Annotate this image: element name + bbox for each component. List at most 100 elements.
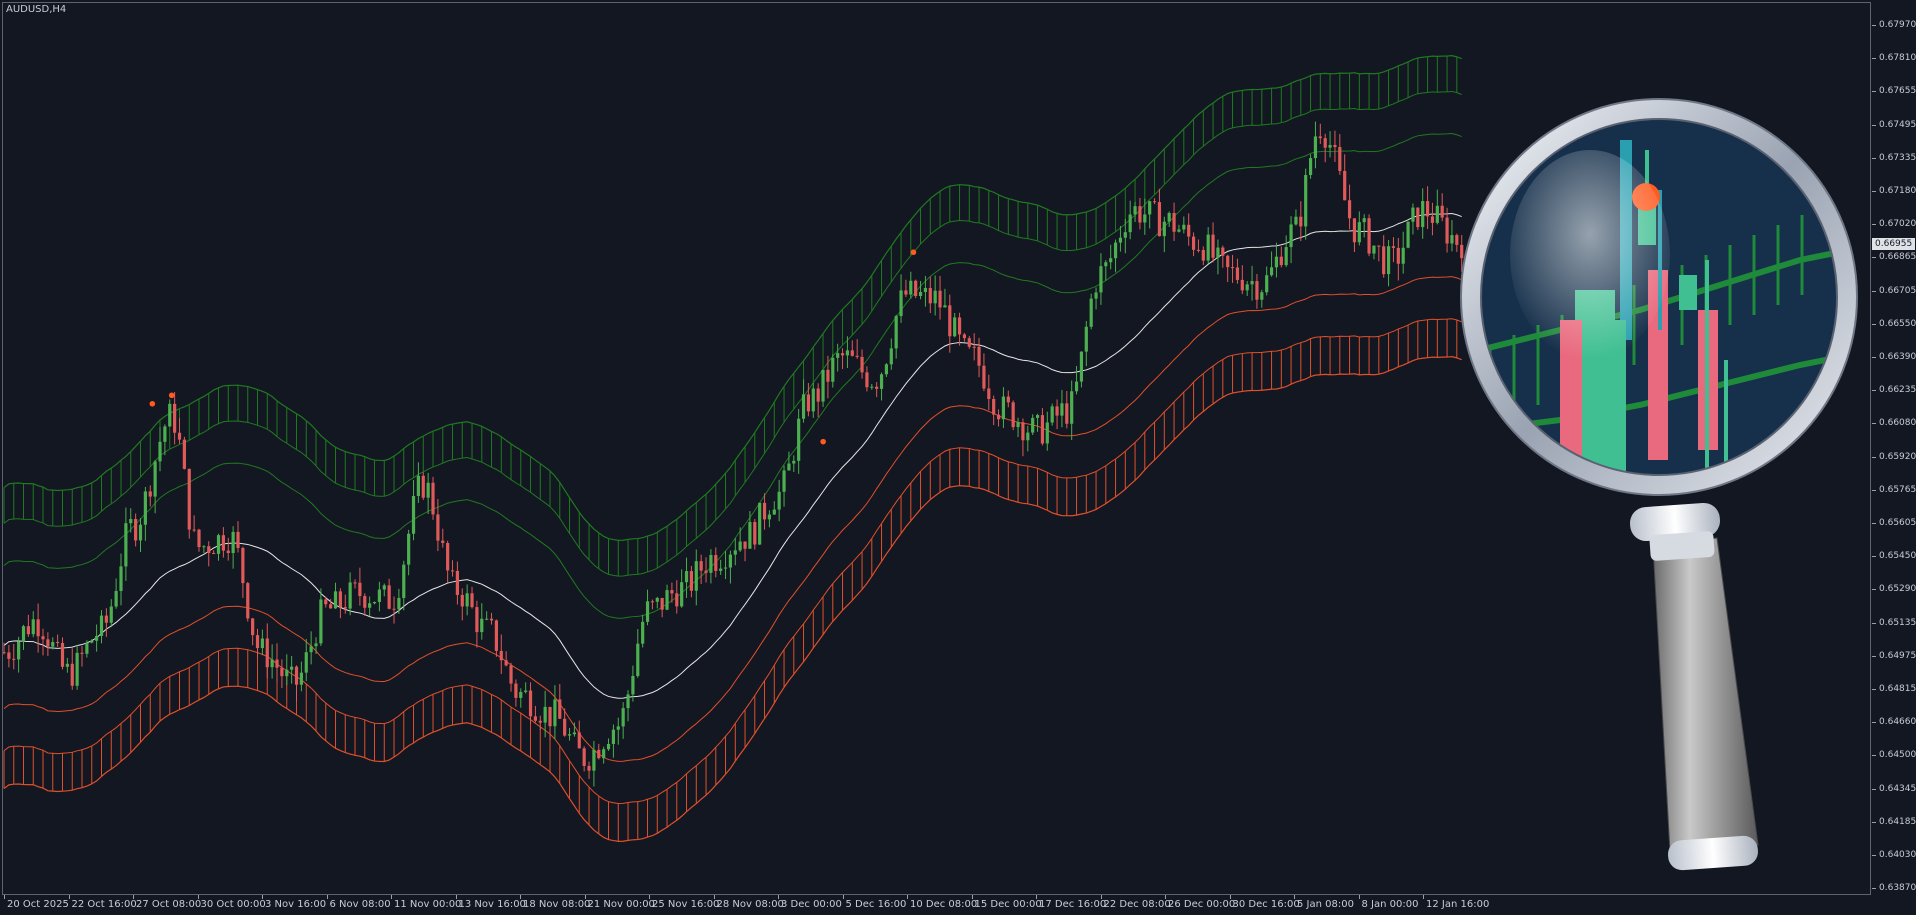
bull-candle: [270, 659, 274, 668]
bull-candle: [333, 591, 338, 609]
bull-candle: [1060, 403, 1064, 416]
bear-candle: [134, 518, 138, 541]
bull-candle: [631, 675, 635, 695]
bear-candle: [1333, 144, 1337, 148]
bull-candle: [1118, 237, 1123, 243]
bull-candle: [636, 643, 640, 676]
bull-candle: [626, 694, 630, 709]
upper-band-outer-edge: [3, 55, 1462, 541]
bear-candle: [1338, 147, 1342, 171]
bull-candle: [1128, 214, 1132, 233]
price-axis-tick: 0.66550: [1872, 319, 1916, 331]
bear-candle: [192, 529, 196, 531]
current-price-label: 0.66955: [1872, 238, 1916, 250]
bear-candle: [675, 593, 679, 607]
bull-candle: [1250, 281, 1254, 285]
bull-candle: [407, 533, 411, 565]
bull-candle: [109, 606, 113, 623]
price-axis-tick: 0.67180: [1872, 186, 1916, 198]
bear-candle: [1157, 202, 1162, 237]
bull-candle: [299, 672, 303, 685]
bear-candle: [850, 350, 854, 356]
bear-candle: [1377, 245, 1381, 247]
bear-candle: [938, 290, 942, 308]
bull-candle: [1133, 206, 1137, 215]
price-axis[interactable]: 0.67970 0.67810 0.67655 0.67495 0.67335 0.671…: [1872, 0, 1916, 915]
price-axis-tick: 0.66705: [1872, 286, 1916, 298]
bull-candle: [719, 568, 723, 571]
bear-candle: [460, 594, 464, 607]
bear-candle: [1172, 212, 1176, 232]
bull-candle: [402, 564, 406, 598]
price-axis-tick: 0.63870: [1872, 883, 1916, 895]
bear-candle: [865, 372, 869, 388]
price-axis-tick: 0.64660: [1872, 717, 1916, 729]
bear-candle: [436, 514, 440, 541]
bear-candle: [46, 639, 50, 647]
bear-candle: [80, 652, 84, 654]
bear-candle: [563, 718, 567, 736]
bull-candle: [1216, 247, 1220, 258]
bear-candle: [212, 553, 216, 555]
bear-candle: [1347, 200, 1352, 219]
bear-candle: [1230, 267, 1235, 269]
bear-candle: [197, 529, 201, 548]
bull-candle: [665, 590, 669, 610]
bull-candle: [1104, 262, 1108, 267]
bull-candle: [655, 597, 659, 602]
bull-candle: [1269, 267, 1274, 276]
bull-candle: [1026, 432, 1030, 441]
bull-candle: [811, 388, 815, 412]
bear-candle: [7, 652, 11, 659]
bear-candle: [358, 582, 362, 597]
bear-candle: [294, 666, 299, 685]
bull-candle: [1386, 246, 1391, 275]
bull-candle: [641, 621, 645, 644]
bull-candle: [845, 350, 850, 356]
bull-candle: [216, 535, 221, 554]
bear-candle: [1055, 406, 1059, 416]
bull-candle: [368, 603, 372, 608]
bear-candle: [1138, 206, 1142, 223]
bear-candle: [972, 346, 976, 348]
bear-candle: [1040, 415, 1045, 444]
price-axis-tick: 0.67970: [1872, 20, 1916, 32]
bull-candle: [231, 531, 235, 554]
bear-candle: [660, 597, 664, 610]
bear-candle: [338, 591, 342, 608]
bull-candle: [909, 280, 913, 295]
bull-candle: [894, 316, 898, 349]
bull-candle: [870, 386, 874, 388]
bear-candle: [241, 547, 245, 584]
price-axis-tick: 0.65450: [1872, 551, 1916, 563]
bear-candle: [1152, 201, 1157, 203]
bear-candle: [2, 652, 6, 654]
bear-candle: [246, 583, 250, 619]
bear-candle: [1343, 170, 1347, 201]
bear-candle: [992, 398, 996, 415]
bull-candle: [304, 652, 308, 673]
bear-candle: [387, 585, 391, 609]
bear-candle: [470, 593, 474, 608]
bull-candle: [17, 641, 21, 660]
bull-candle: [592, 749, 596, 771]
bull-candle: [1016, 422, 1020, 428]
bull-candle: [1450, 235, 1454, 244]
price-axis-tick: 0.64975: [1872, 651, 1916, 663]
bull-candle: [1362, 218, 1366, 223]
bear-candle: [36, 619, 40, 637]
candles: [2, 121, 1464, 787]
bear-candle: [753, 522, 757, 545]
bull-candle: [168, 403, 172, 427]
bull-candle: [1045, 422, 1049, 444]
bear-candle: [236, 531, 240, 548]
bull-candle: [606, 743, 611, 750]
bull-candle: [933, 290, 937, 304]
bull-candle: [65, 663, 69, 667]
bull-candle: [382, 585, 386, 590]
bull-candle: [680, 582, 684, 607]
time-axis[interactable]: 20 Oct 2025 22 Oct 16:00 27 Oct 08:00 30 Oc…: [0, 895, 1872, 915]
bear-candle: [1367, 218, 1371, 254]
